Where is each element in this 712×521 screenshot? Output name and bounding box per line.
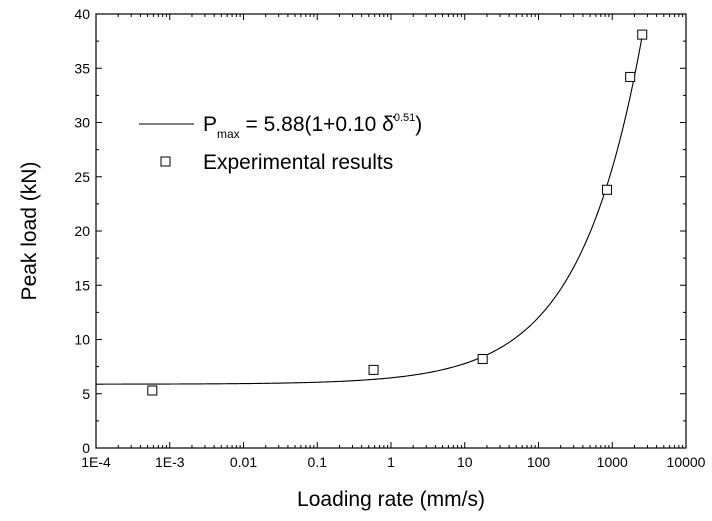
legend-marker-swatch	[160, 156, 171, 167]
x-axis-title: Loading rate (mm/s)	[297, 488, 485, 511]
data-point	[602, 184, 613, 195]
y-tick-label: 30	[74, 115, 90, 131]
y-tick-label: 10	[74, 332, 90, 348]
legend-fit-base: P	[203, 113, 217, 136]
data-point	[147, 385, 158, 396]
legend-fit-rate-symbol: δ̇	[382, 113, 395, 136]
y-tick-label: 40	[74, 6, 90, 22]
x-tick-label: 1E-4	[81, 454, 111, 470]
y-axis-title: Peak load (kN)	[18, 162, 41, 301]
x-tick-label: 10	[457, 454, 473, 470]
legend-fit-closing: )	[415, 113, 422, 136]
x-tick-label: 1	[387, 454, 395, 470]
fit-curve	[96, 32, 644, 385]
y-tick-label: 15	[74, 277, 90, 293]
data-point	[625, 71, 636, 82]
legend-fit-equation: = 5.88(1+0.10	[240, 113, 382, 136]
legend: Pmax = 5.88(1+0.10 δ̇0.51) Experimental …	[139, 112, 422, 174]
y-axis: 0 5 10 15 20 25 30 35 40	[74, 6, 686, 456]
legend-fit-subscript: max	[217, 127, 240, 141]
y-tick-label: 5	[82, 386, 90, 402]
data-point	[477, 354, 488, 365]
x-tick-label: 100	[527, 454, 551, 470]
x-tick-label: 1000	[597, 454, 628, 470]
x-tick-label: 10000	[667, 454, 706, 470]
x-tick-label: 0.01	[230, 454, 257, 470]
y-tick-label: 35	[74, 60, 90, 76]
experimental-markers	[147, 29, 648, 396]
plot-frame	[95, 13, 687, 449]
y-tick-label: 20	[74, 223, 90, 239]
data-point	[368, 364, 379, 375]
data-point	[637, 29, 648, 40]
y-tick-label: 25	[74, 169, 90, 185]
legend-experimental-label: Experimental results	[203, 151, 393, 174]
legend-fit-exponent: 0.51	[394, 112, 415, 124]
x-tick-label: 0.1	[308, 454, 328, 470]
x-tick-label: 1E-3	[155, 454, 185, 470]
x-axis: 1E-4 1E-3 0.01 0.1 1 10 100 1000 10000	[81, 14, 706, 470]
legend-fit-label: Pmax = 5.88(1+0.10 δ̇0.51)	[203, 112, 422, 141]
y-tick-label: 0	[82, 440, 90, 456]
